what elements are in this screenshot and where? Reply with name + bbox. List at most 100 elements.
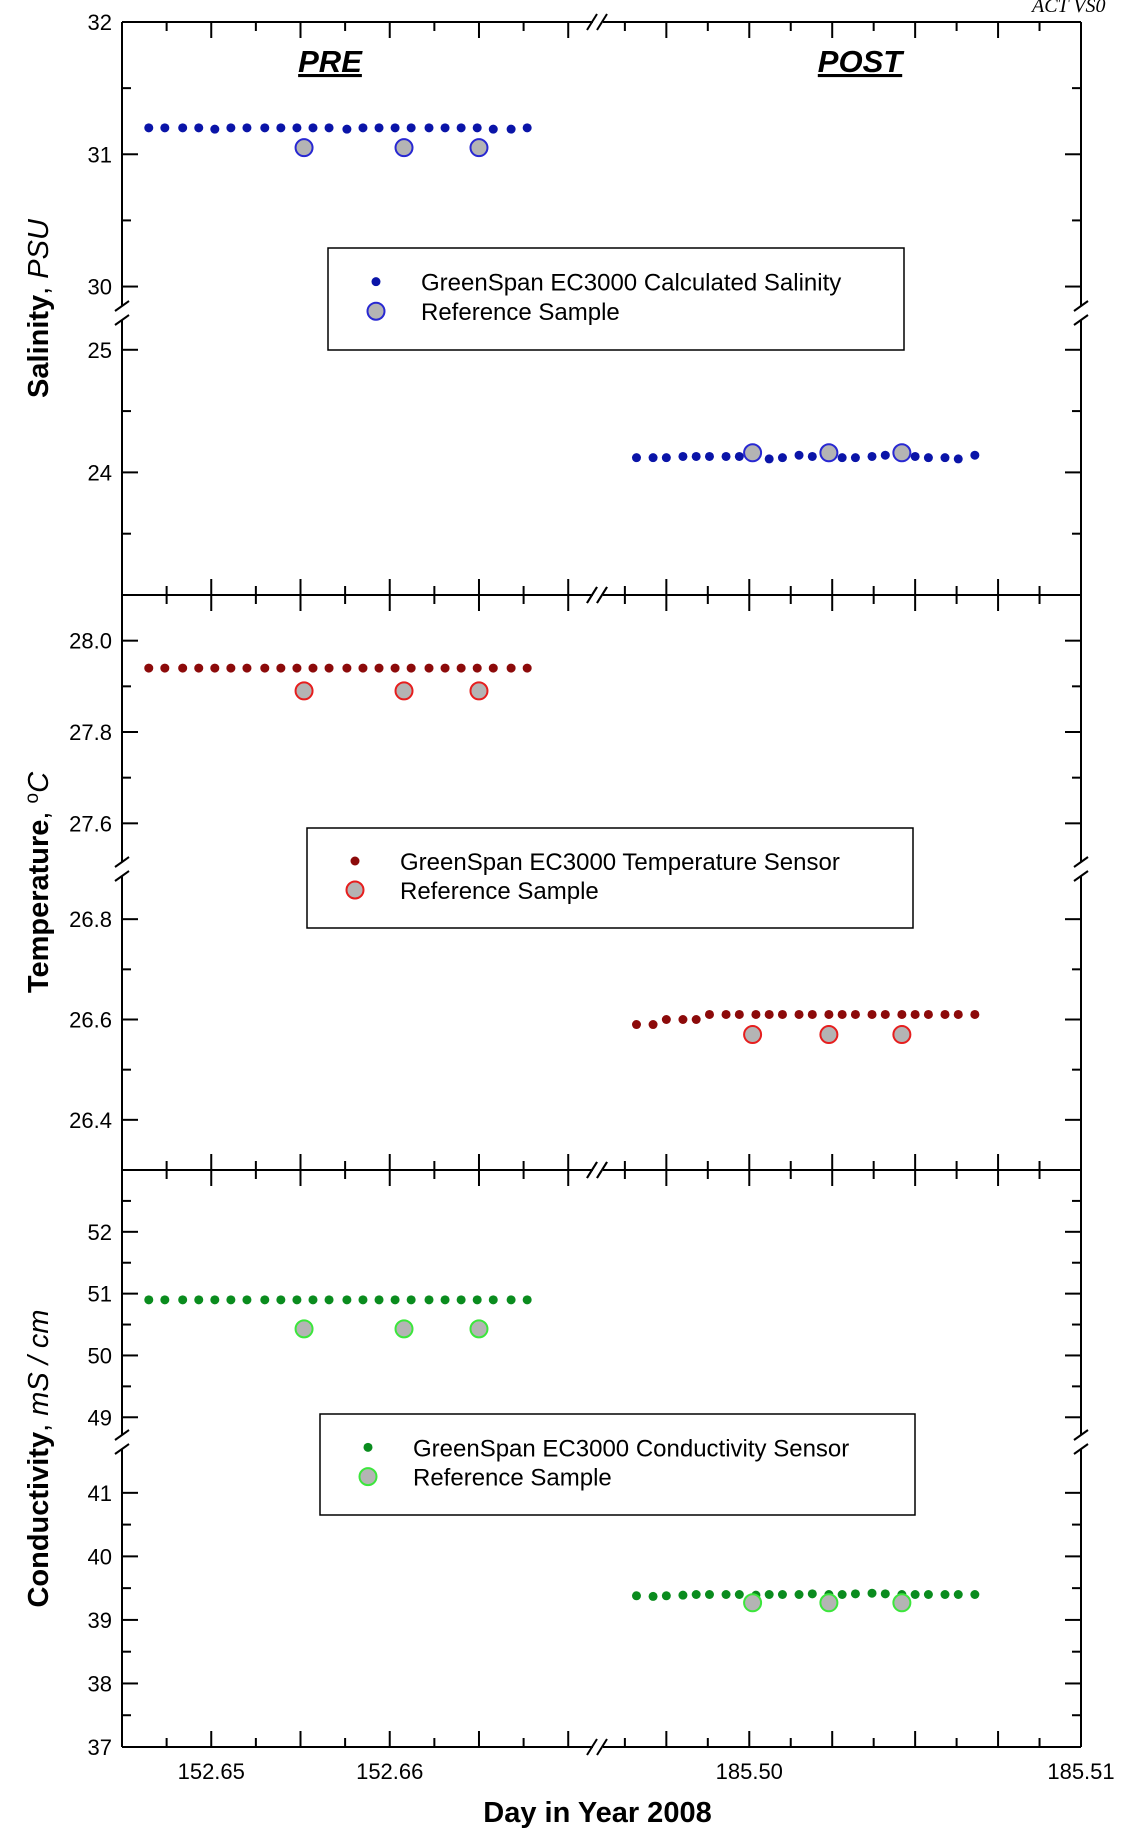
- sensor-point: [456, 1295, 466, 1305]
- sensor-point: [358, 1295, 368, 1305]
- sensor-point: [764, 454, 774, 464]
- sensor-point: [488, 124, 498, 134]
- sensor-point: [953, 1590, 963, 1599]
- reference-point: [294, 681, 314, 701]
- sensor-point: [424, 123, 434, 133]
- sensor-point: [456, 123, 466, 133]
- sensor-point: [440, 663, 450, 673]
- sensor-point: [390, 663, 400, 673]
- reference-point: [743, 1025, 763, 1045]
- corner-label: ACT VS0: [1030, 0, 1106, 17]
- sensor-point: [472, 123, 482, 133]
- sensor-point: [923, 1590, 933, 1599]
- x-tick-label: 152.65: [178, 1759, 245, 1784]
- y-break-mark: [1073, 314, 1089, 326]
- sensor-point: [648, 1020, 658, 1030]
- sensor-point: [910, 451, 920, 461]
- sensor-point: [390, 1295, 400, 1305]
- sensor-point: [390, 123, 400, 133]
- reference-point: [469, 1319, 489, 1339]
- y-break-mark: [114, 300, 130, 312]
- y-tick-label: 27.6: [69, 811, 112, 836]
- sensor-point: [472, 1295, 482, 1305]
- x-break-mark: [586, 586, 598, 604]
- y-label-separator: ,: [23, 1416, 55, 1432]
- sensor-point: [178, 123, 188, 133]
- sensor-point: [867, 1588, 877, 1598]
- reference-point: [892, 1025, 912, 1045]
- sensor-point: [178, 663, 188, 673]
- sensor-point: [358, 123, 368, 133]
- sensor-point: [324, 663, 334, 673]
- x-break-mark: [596, 1738, 608, 1756]
- sensor-point: [226, 663, 236, 673]
- sensor-point: [970, 450, 980, 460]
- legend: GreenSpan EC3000 Temperature SensorRefer…: [306, 827, 914, 929]
- y-tick-label: 26.6: [69, 1008, 112, 1033]
- reference-point: [469, 138, 489, 158]
- reference-point: [294, 1319, 314, 1339]
- y-tick-label: 31: [88, 142, 112, 167]
- sensor-point: [160, 663, 170, 673]
- sensor-point: [734, 1009, 744, 1019]
- sensor-point: [777, 1590, 787, 1599]
- y-label-superscript: o: [22, 793, 43, 804]
- sensor-point: [194, 1295, 204, 1305]
- reference-point: [294, 138, 314, 158]
- sensor-point: [867, 451, 877, 461]
- sensor-point: [923, 453, 933, 463]
- sensor-point: [440, 1295, 450, 1305]
- sensor-point: [631, 1591, 641, 1601]
- y-axis-label: Conductivity, mS / cm: [23, 1309, 55, 1607]
- sensor-point: [308, 663, 318, 673]
- sensor-point: [406, 123, 416, 133]
- reference-point: [819, 443, 839, 463]
- y-break-mark: [1073, 870, 1089, 882]
- sensor-point: [144, 663, 154, 673]
- sensor-point: [374, 123, 384, 133]
- sensor-point: [488, 1295, 498, 1305]
- sensor-point: [824, 1009, 834, 1019]
- sensor-series: [144, 1295, 980, 1601]
- sensor-point: [506, 663, 516, 673]
- sensor-point: [691, 1015, 701, 1024]
- sensor-point: [850, 1589, 860, 1599]
- reference-point: [743, 443, 763, 463]
- y-label-quantity: Temperature: [23, 820, 55, 994]
- sensor-point: [226, 123, 236, 133]
- sensor-point: [324, 123, 334, 133]
- reference-point: [743, 1593, 763, 1613]
- sensor-point: [880, 450, 890, 460]
- sensor-point: [721, 451, 731, 461]
- reference-series: [294, 681, 912, 1045]
- sensor-point: [324, 1295, 334, 1305]
- sensor-point: [260, 1295, 270, 1305]
- reference-series: [294, 1319, 912, 1613]
- sensor-point: [661, 453, 671, 463]
- y-break-mark: [114, 314, 130, 326]
- sensor-point: [160, 123, 170, 133]
- legend-reference-label: Reference Sample: [421, 299, 620, 326]
- sensor-point: [837, 1009, 847, 1019]
- sensor-point: [406, 1295, 416, 1305]
- y-tick-label: 38: [88, 1671, 112, 1696]
- sensor-point: [440, 123, 450, 133]
- sensor-point: [342, 663, 352, 673]
- legend-sensor-marker: [371, 277, 381, 287]
- sensor-point: [867, 1009, 877, 1019]
- sensor-point: [260, 663, 270, 673]
- sensor-point: [648, 1591, 658, 1601]
- sensor-point: [472, 663, 482, 673]
- sensor-point: [794, 1590, 804, 1599]
- sensor-point: [764, 1590, 774, 1599]
- sensor-point: [276, 1295, 286, 1305]
- y-axis-label: Salinity, PSU: [23, 218, 55, 398]
- sensor-point: [661, 1015, 671, 1024]
- legend-reference-marker: [366, 301, 386, 321]
- sensor-point: [308, 1295, 318, 1305]
- sensor-point: [721, 1590, 731, 1599]
- sensor-point: [178, 1295, 188, 1305]
- y-break-mark: [114, 1443, 130, 1455]
- sensor-point: [837, 1590, 847, 1599]
